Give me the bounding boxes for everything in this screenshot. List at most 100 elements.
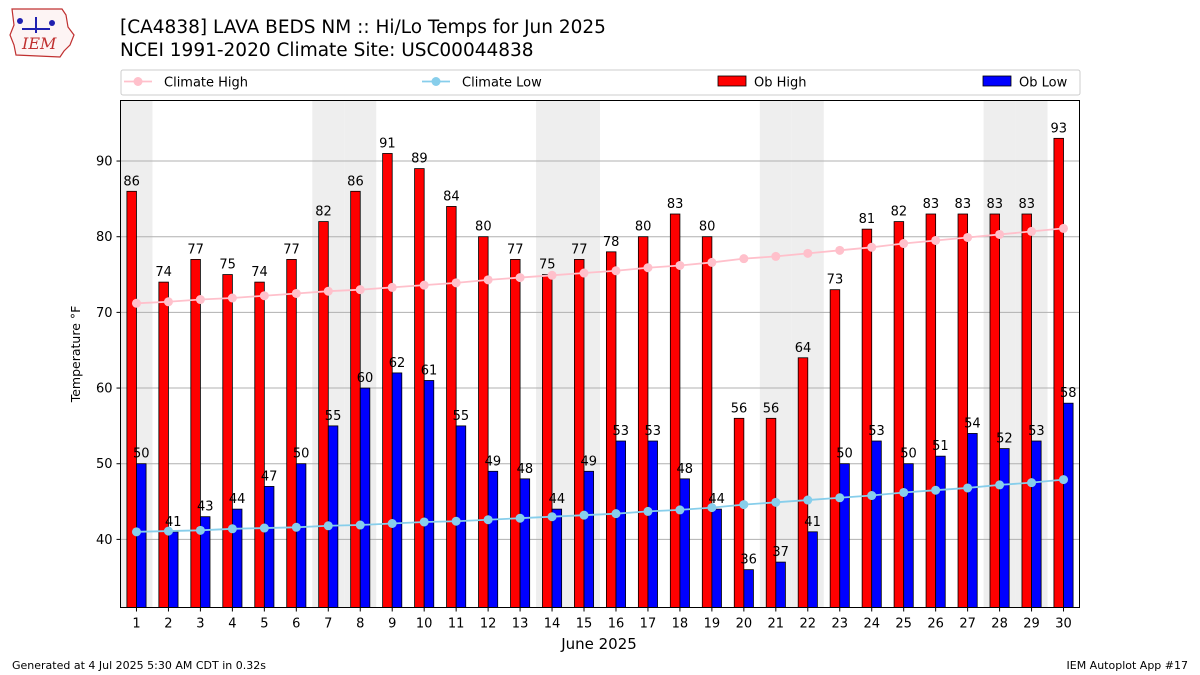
- legend-swatch: [717, 75, 747, 87]
- climate-low-point: [355, 520, 365, 530]
- climate-high-point: [259, 291, 269, 301]
- climate-high-point: [387, 282, 397, 292]
- bar-ob-high: [925, 213, 937, 608]
- bar-ob-low: [519, 478, 531, 608]
- bar-ob-low: [647, 440, 658, 608]
- label-ob-high: 86: [123, 174, 140, 189]
- climate-low-point: [515, 513, 525, 523]
- bar-ob-low: [231, 508, 243, 608]
- label-ob-high: 80: [635, 220, 652, 235]
- climate-high-point: [195, 295, 205, 305]
- climate-low-point: [291, 522, 301, 532]
- climate-low-point: [131, 527, 141, 537]
- label-ob-low: 50: [133, 447, 150, 462]
- bar-ob-high: [733, 417, 745, 608]
- label-ob-high: 80: [699, 220, 716, 235]
- grid-lines: [120, 160, 1080, 540]
- label-ob-high: 74: [155, 265, 172, 280]
- bar-ob-low: [615, 440, 626, 608]
- x-tick-label: 23: [831, 617, 848, 632]
- label-ob-high: 80: [475, 220, 492, 235]
- climate-high-point: [323, 286, 333, 296]
- x-tick-label: 8: [356, 617, 364, 632]
- bar-ob-low: [903, 463, 914, 608]
- label-ob-low: 51: [932, 439, 949, 454]
- x-tick-label: 21: [768, 617, 785, 632]
- bar-ob-low: [1031, 440, 1042, 608]
- label-ob-high: 83: [987, 197, 1004, 212]
- x-tick-label: 25: [895, 617, 912, 632]
- x-tick-label: 26: [927, 617, 944, 632]
- legend-label: Climate Low: [462, 76, 542, 91]
- x-tick-label: 11: [448, 617, 465, 632]
- chart-subtitle: NCEI 1991-2020 Climate Site: USC00044838: [120, 40, 534, 61]
- x-tick-label: 18: [672, 617, 689, 632]
- climate-high-point: [579, 268, 589, 278]
- label-ob-low: 50: [293, 447, 310, 462]
- climate-low-point: [547, 512, 557, 522]
- x-tick-label: 30: [1055, 617, 1072, 632]
- label-ob-low: 60: [357, 371, 374, 386]
- label-ob-high: 73: [827, 273, 844, 288]
- label-ob-high: 82: [315, 205, 332, 220]
- climate-low-point: [867, 491, 877, 501]
- climate-low-point: [995, 480, 1005, 490]
- climate-high-point: [931, 235, 941, 245]
- label-ob-high: 75: [539, 258, 556, 273]
- x-tick-label: 24: [863, 617, 880, 632]
- bar-ob-high: [126, 190, 137, 608]
- y-tick-label: 70: [96, 306, 113, 321]
- x-tick-label: 20: [736, 617, 753, 632]
- climate-high-point: [643, 263, 653, 273]
- legend: Climate High Climate Low Ob High Ob Low: [120, 69, 1081, 96]
- label-ob-low: 48: [517, 462, 534, 477]
- bar-ob-high: [1021, 213, 1032, 608]
- bar-ob-low: [583, 470, 595, 608]
- logo-text: IEM: [21, 34, 57, 53]
- y-tick-label: 80: [96, 230, 113, 245]
- label-ob-high: 56: [763, 401, 780, 416]
- y-tick-label: 60: [96, 382, 113, 397]
- climate-high-point: [867, 242, 877, 252]
- label-ob-high: 77: [507, 242, 524, 257]
- climate-high-point: [963, 232, 973, 242]
- x-tick-label: 14: [544, 617, 561, 632]
- bar-ob-low: [999, 448, 1010, 608]
- label-ob-low: 53: [1028, 424, 1045, 439]
- x-tick-label: 17: [640, 617, 657, 632]
- climate-low-point: [611, 509, 621, 519]
- bar-ob-high: [765, 417, 777, 608]
- climate-low-point: [835, 493, 845, 503]
- label-ob-low: 37: [772, 545, 789, 560]
- generated-note: Generated at 4 Jul 2025 5:30 AM CDT in 0…: [12, 659, 266, 672]
- bar-ob-high: [701, 236, 713, 608]
- label-ob-low: 48: [676, 462, 693, 477]
- climate-high-point: [995, 229, 1005, 239]
- climate-high-point: [451, 278, 461, 288]
- climate-low-point: [227, 524, 237, 534]
- climate-lines: [131, 223, 1069, 537]
- x-tick-label: 7: [324, 617, 332, 632]
- x-tick-label: 15: [576, 617, 593, 632]
- bar-ob-high: [1053, 137, 1064, 608]
- climate-low-point: [1027, 478, 1037, 488]
- x-tick-label: 29: [1023, 617, 1040, 632]
- label-ob-low: 53: [613, 424, 630, 439]
- climate-high-point: [899, 239, 909, 249]
- bar-ob-high: [637, 236, 649, 608]
- climate-high-point: [227, 293, 237, 303]
- bar-ob-high: [574, 259, 585, 608]
- climate-high-point: [163, 297, 173, 307]
- label-ob-low: 47: [261, 469, 278, 484]
- bar-ob-low: [455, 425, 467, 608]
- bar-ob-low: [487, 470, 499, 608]
- label-ob-high: 83: [923, 197, 940, 212]
- label-ob-low: 55: [453, 409, 470, 424]
- bar-ob-high: [989, 213, 1000, 608]
- y-tick-label: 90: [96, 155, 113, 170]
- x-tick-label: 10: [416, 617, 433, 632]
- label-ob-high: 83: [1018, 197, 1035, 212]
- climate-high-point: [835, 245, 845, 255]
- label-ob-high: 93: [1050, 121, 1067, 136]
